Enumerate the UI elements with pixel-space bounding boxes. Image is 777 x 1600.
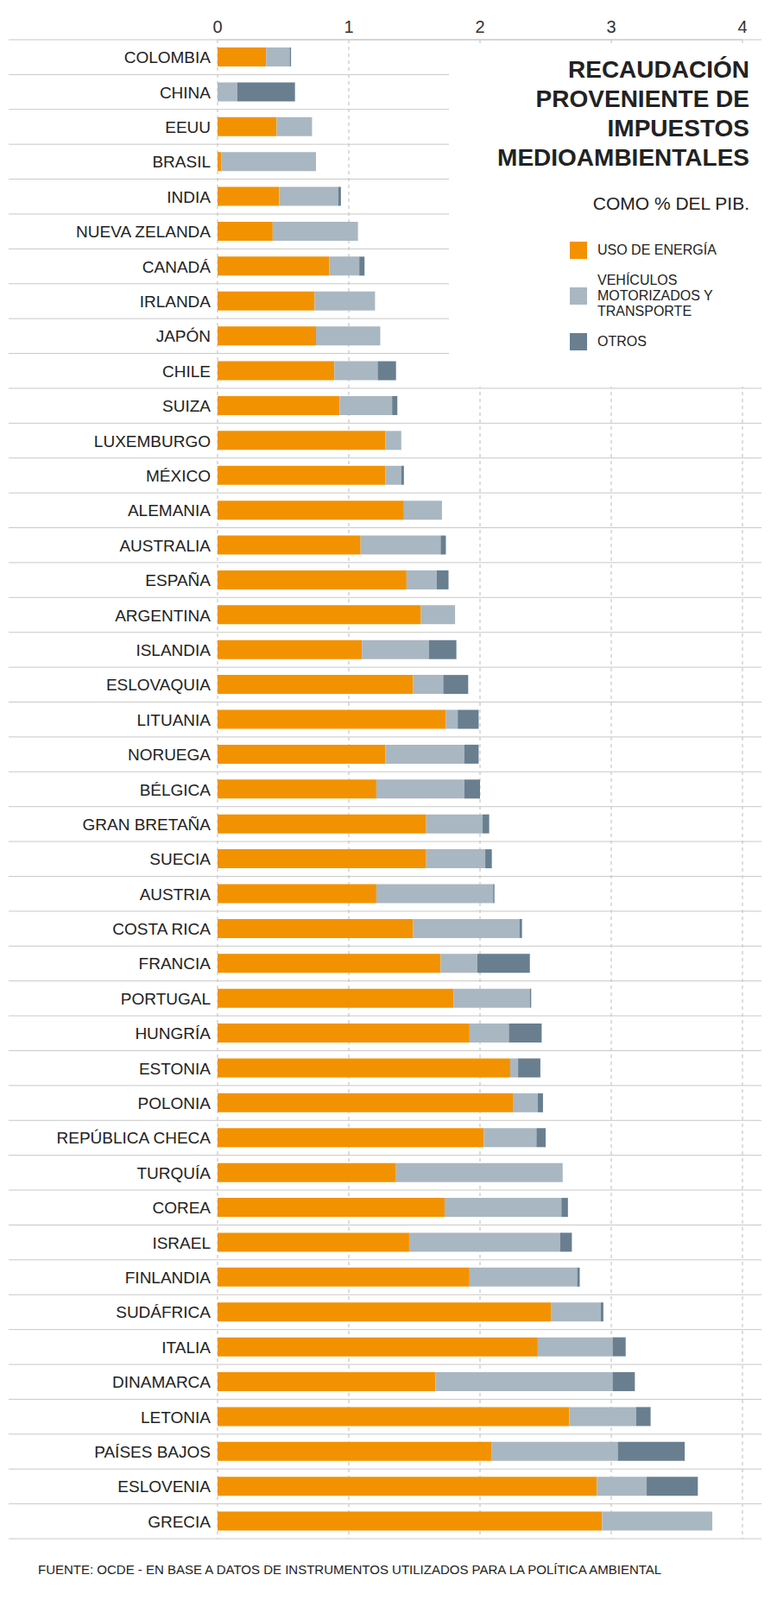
- svg-text:TURQUÍA: TURQUÍA: [137, 1164, 212, 1183]
- svg-text:AUSTRIA: AUSTRIA: [139, 885, 212, 904]
- svg-text:ALEMANIA: ALEMANIA: [127, 501, 211, 520]
- svg-text:ESTONIA: ESTONIA: [138, 1060, 211, 1079]
- svg-text:BRASIL: BRASIL: [151, 152, 211, 171]
- svg-text:COSTA RICA: COSTA RICA: [112, 920, 211, 939]
- svg-text:1: 1: [343, 17, 354, 37]
- svg-text:ISLANDIA: ISLANDIA: [135, 641, 211, 660]
- svg-text:GRAN BRETAÑA: GRAN BRETAÑA: [82, 815, 211, 834]
- svg-text:3: 3: [606, 17, 616, 37]
- svg-text:ITALIA: ITALIA: [161, 1339, 211, 1358]
- svg-text:JAPÓN: JAPÓN: [156, 327, 211, 346]
- svg-text:COLOMBIA: COLOMBIA: [124, 48, 212, 67]
- svg-text:EEUU: EEUU: [164, 118, 211, 137]
- svg-text:ARGENTINA: ARGENTINA: [114, 606, 211, 626]
- html-text:VEHÍCULOS MOTORIZADOS Y TRANSP: VEHÍCULOS MOTORIZADOS Y TRANSPORTE: [597, 272, 713, 319]
- svg-text:PORTUGAL: PORTUGAL: [120, 990, 211, 1009]
- svg-text:CHINA: CHINA: [159, 83, 211, 102]
- svg-text:LUXEMBURGO: LUXEMBURGO: [94, 432, 211, 451]
- svg-text:ESPAÑA: ESPAÑA: [145, 571, 211, 590]
- svg-text:ESLOVENIA: ESLOVENIA: [117, 1478, 211, 1497]
- svg-text:2: 2: [474, 17, 485, 37]
- svg-text:POLONIA: POLONIA: [138, 1094, 212, 1113]
- svg-text:DINAMARCA: DINAMARCA: [112, 1373, 211, 1392]
- html-text:RECAUDACIÓN PROVENIENTE DE IMP: RECAUDACIÓN PROVENIENTE DE IMPUESTOS MED…: [497, 56, 750, 171]
- svg-text:GRECIA: GRECIA: [147, 1513, 211, 1532]
- svg-text:FRANCIA: FRANCIA: [138, 954, 212, 973]
- svg-text:ISRAEL: ISRAEL: [151, 1234, 211, 1253]
- svg-text:REPÚBLICA CHECA: REPÚBLICA CHECA: [56, 1129, 212, 1148]
- svg-text:FINLANDIA: FINLANDIA: [125, 1269, 212, 1288]
- html-text:USO DE ENERGÍA: USO DE ENERGÍA: [597, 242, 717, 258]
- svg-text:4: 4: [737, 17, 747, 37]
- svg-text:0: 0: [212, 17, 222, 37]
- svg-text:SUDÁFRICA: SUDÁFRICA: [115, 1303, 211, 1322]
- svg-text:LITUANIA: LITUANIA: [136, 711, 211, 730]
- svg-text:MÉXICO: MÉXICO: [145, 467, 211, 486]
- svg-text:CHILE: CHILE: [162, 362, 211, 381]
- svg-text:IRLANDA: IRLANDA: [139, 292, 212, 311]
- svg-text:CANADÁ: CANADÁ: [142, 258, 212, 277]
- svg-text:BÉLGICA: BÉLGICA: [139, 781, 212, 800]
- svg-text:SUIZA: SUIZA: [162, 397, 211, 416]
- svg-text:INDIA: INDIA: [166, 188, 211, 207]
- svg-text:PAÍSES BAJOS: PAÍSES BAJOS: [94, 1443, 211, 1462]
- svg-text:COREA: COREA: [151, 1199, 211, 1218]
- svg-text:ESLOVAQUIA: ESLOVAQUIA: [106, 675, 211, 695]
- html-text:FUENTE: OCDE - EN BASE A DATOS: FUENTE: OCDE - EN BASE A DATOS DE INSTRU…: [37, 1562, 662, 1578]
- svg-text:SUECIA: SUECIA: [149, 850, 211, 869]
- svg-text:NUEVA ZELANDA: NUEVA ZELANDA: [75, 222, 211, 241]
- svg-text:AUSTRALIA: AUSTRALIA: [119, 536, 211, 556]
- html-text:OTROS: OTROS: [597, 334, 647, 349]
- svg-text:HUNGRÍA: HUNGRÍA: [134, 1024, 211, 1043]
- html-text:COMO % DEL PIB.: COMO % DEL PIB.: [592, 193, 750, 214]
- svg-text:LETONIA: LETONIA: [140, 1408, 211, 1428]
- svg-text:NORUEGA: NORUEGA: [127, 745, 211, 765]
